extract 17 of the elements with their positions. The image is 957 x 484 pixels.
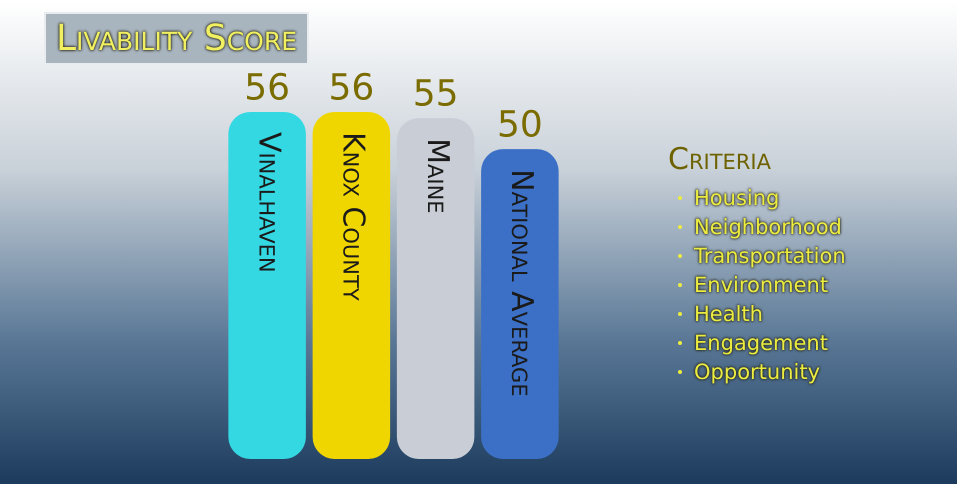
- x-tick-label: Vinalhaven: [251, 132, 286, 273]
- data-label: 56: [244, 67, 290, 108]
- x-tick-label: National Average: [504, 169, 540, 397]
- text: Housing: [694, 186, 780, 210]
- chart-title: Livability Score: [44, 12, 309, 65]
- data-label: 50: [496, 104, 543, 146]
- data-label: 56: [328, 67, 374, 108]
- data-label: 55: [412, 74, 459, 114]
- text: Environment: [694, 272, 828, 296]
- x-tick-label: Maine: [420, 138, 455, 214]
- text: Health: [694, 302, 763, 326]
- text: Engagement: [694, 330, 828, 354]
- text: Transportation: [694, 244, 846, 268]
- text: Opportunity: [694, 360, 820, 384]
- x-tick-label: Knox County: [336, 132, 371, 301]
- text: Neighborhood: [694, 214, 842, 238]
- text: Criteria: [668, 142, 772, 177]
